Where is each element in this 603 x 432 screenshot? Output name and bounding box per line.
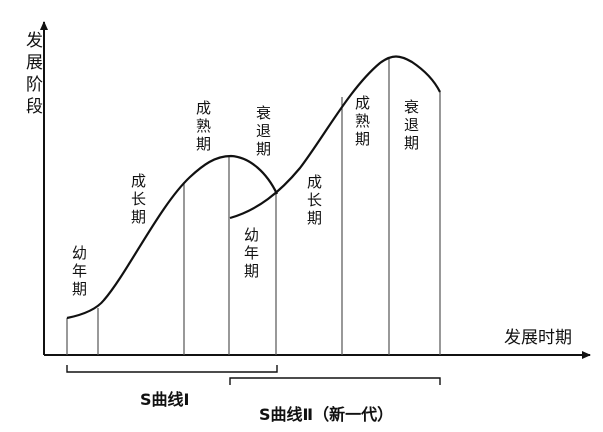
x-axis-title: 发展时期: [504, 328, 572, 348]
brace-curve-1: [66, 365, 278, 373]
s-curve-2: [229, 55, 441, 220]
s-curve-1: [66, 154, 278, 320]
y-axis-title: 发展阶段: [26, 31, 43, 117]
svg-text:发展阶段: 发展阶段: [26, 31, 43, 117]
stage-label-c2-growth: 成长期: [307, 173, 322, 227]
stage-label-c1-growth: 成长期: [131, 172, 146, 226]
stage-label-c2-youth: 幼年期: [244, 226, 259, 280]
stage-dividers: [66, 57, 441, 355]
brace-label-curve-2: S曲线Ⅱ（新一代）: [259, 405, 393, 424]
brace-label-curve-1: S曲线Ⅰ: [140, 390, 189, 409]
stage-label-c2-decline: 衰退期: [404, 98, 419, 152]
stage-label-c1-youth: 幼年期: [72, 244, 87, 298]
stage-label-c1-decline: 衰退期: [256, 104, 271, 158]
stage-labels: 幼年期 成长期 成熟期 衰退期 幼年期 成长期 成熟期 衰退期: [72, 94, 419, 298]
stage-label-c2-mature: 成熟期: [355, 94, 370, 148]
brace-curve-2: [229, 377, 441, 385]
stage-label-c1-mature: 成熟期: [196, 99, 211, 153]
